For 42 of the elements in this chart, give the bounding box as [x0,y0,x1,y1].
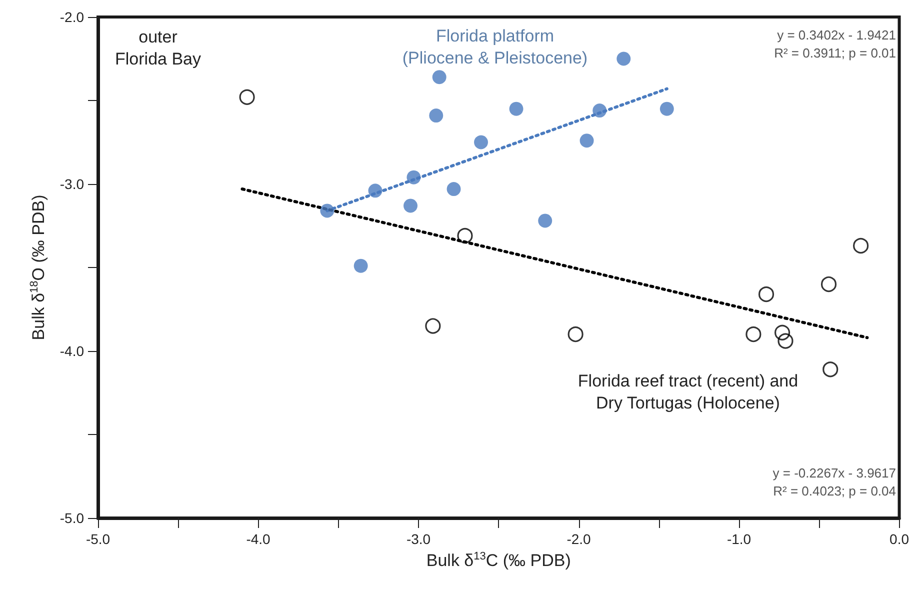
point [820,276,837,292]
annotation: y = 0.3402x - 1.9421 R² = 0.3911; p = 0.01 [774,28,896,60]
y-tick-label: -3.0 [60,176,84,192]
point [446,182,461,196]
point [660,102,674,116]
point [354,258,368,273]
point [580,134,594,148]
point [425,318,441,334]
point [239,89,255,105]
x-tick-label: 0.0 [890,531,910,547]
annotation: y = -0.2267x - 3.9617 R² = 0.4023; p = 0.04 [772,466,896,498]
annotation: Florida platform (Pliocene & Pleistocene) [402,26,588,68]
point [616,52,631,66]
point [853,238,869,254]
point [592,104,607,118]
point [758,286,774,302]
point [320,204,334,218]
point [404,198,418,213]
y-tick-label: -5.0 [60,510,84,526]
x-tick-label: -5.0 [86,531,110,547]
y-tick-label: -4.0 [60,343,84,359]
point [432,70,446,84]
point [778,333,794,349]
y-tick-label: -2.0 [60,9,84,25]
x-tick-label: -2.0 [566,531,592,547]
annotation: outer Florida Bay [115,28,202,68]
point [457,228,473,244]
annotation: Florida reef tract (recent) and Dry Tortugas (Holocene) [578,372,798,412]
point [746,326,762,342]
point [538,214,552,228]
point [406,170,421,184]
point [429,108,444,123]
point [368,184,382,198]
point [568,326,584,342]
x-tick-label: -1.0 [726,531,752,547]
point [509,102,524,116]
y-axis-title: Bulk δ18O (‰ PDB) [28,194,48,340]
point [822,362,838,378]
point [474,135,488,150]
point [774,324,790,340]
x-tick-label: -4.0 [246,531,271,547]
x-tick-label: -3.0 [406,531,431,547]
